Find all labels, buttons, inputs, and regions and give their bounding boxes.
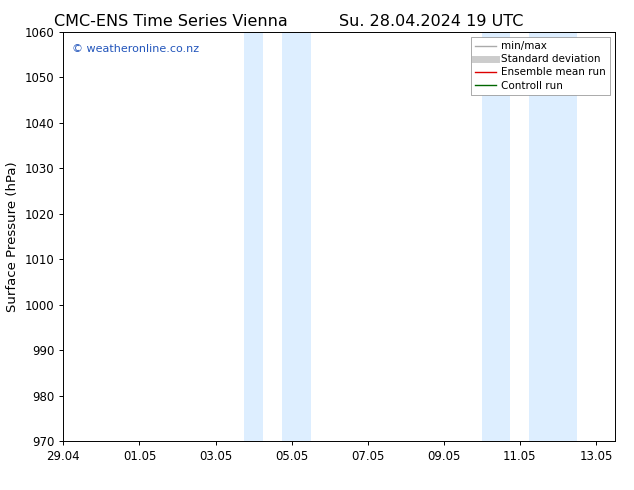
Text: Su. 28.04.2024 19 UTC: Su. 28.04.2024 19 UTC	[339, 14, 523, 29]
Text: © weatheronline.co.nz: © weatheronline.co.nz	[72, 44, 199, 54]
Bar	[482, 32, 510, 441]
Bar	[282, 32, 311, 441]
Y-axis label: Surface Pressure (hPa): Surface Pressure (hPa)	[6, 161, 19, 312]
Bar	[244, 32, 263, 441]
Legend: min/max, Standard deviation, Ensemble mean run, Controll run: min/max, Standard deviation, Ensemble me…	[470, 37, 610, 95]
Text: CMC-ENS Time Series Vienna: CMC-ENS Time Series Vienna	[55, 14, 288, 29]
Bar	[529, 32, 577, 441]
